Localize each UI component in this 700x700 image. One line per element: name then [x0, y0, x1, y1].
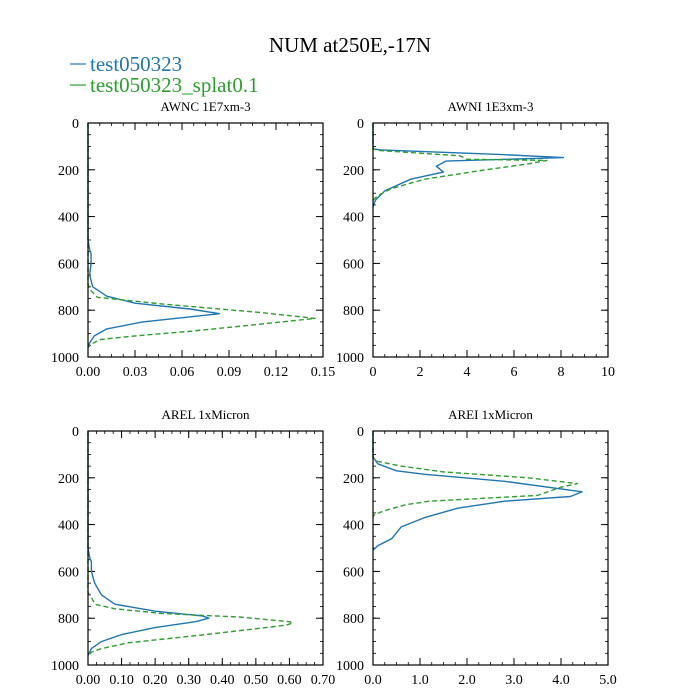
- x-tick-label: 0.20: [143, 673, 168, 688]
- panels: AWNC 1E7xm-30.00 0.03 0.06 0.09 0.12 0.150200…: [51, 99, 617, 688]
- x-tick-label: 0.06: [170, 365, 195, 380]
- y-tick-label: 600: [343, 257, 364, 272]
- panel-title: AREL 1xMicron: [162, 407, 250, 422]
- x-tick-label: 0.09: [217, 365, 242, 380]
- x-tick-label: 6: [511, 365, 518, 380]
- panel-2: AWNI 1E3xm-3 0 2 4 6 8 10 0 200 400 600 800 1000: [336, 99, 615, 380]
- x-tick-label: 2.0: [458, 673, 476, 688]
- x-tick-label: 0.0: [364, 673, 382, 688]
- x-tick-label: 0.40: [210, 673, 235, 688]
- plot-frame: [372, 122, 609, 358]
- y-tick-label: 800: [58, 304, 79, 319]
- x-tick-label: 3.0: [505, 673, 523, 688]
- y-tick-label: 0: [72, 117, 79, 132]
- plot-frame: [87, 122, 324, 358]
- series-line-1: [372, 431, 583, 551]
- figure-title: NUM at250E,-17N: [269, 33, 431, 57]
- panel-4: AREI 1xMicron 0.0 1.0 2.0 3.0 4.0 5.0 0 200 400 60…: [336, 407, 617, 688]
- y-tick-label: 600: [58, 257, 79, 272]
- x-tick-label: 0.10: [109, 673, 134, 688]
- x-tick-label: 1.0: [411, 673, 429, 688]
- legend: test050323 test050323_splat0.1: [70, 52, 259, 97]
- y-tick-label: 1000: [51, 351, 79, 366]
- x-tick-label: 8: [558, 365, 565, 380]
- y-tick-label: 600: [343, 565, 364, 580]
- y-tick-label: 400: [343, 211, 364, 226]
- series-line-2: [372, 123, 548, 201]
- x-tick-label: 0.50: [244, 673, 269, 688]
- y-tick-label: 400: [58, 211, 79, 226]
- legend-label-2: test050323_splat0.1: [90, 73, 259, 97]
- series-line-1: [87, 123, 221, 348]
- y-tick-label: 0: [72, 425, 79, 440]
- panel-1: AWNC 1E7xm-3 0.00 0.03 0.06 0.09 0.12 0.15 0 200…: [51, 99, 335, 380]
- y-tick-label: 0: [357, 425, 364, 440]
- x-tick-label: 5.0: [599, 673, 617, 688]
- x-tick-label: 0.00: [76, 673, 101, 688]
- x-tick-label: 0.60: [277, 673, 302, 688]
- y-tick-label: 800: [343, 304, 364, 319]
- legend-label-1: test050323: [90, 52, 182, 76]
- panel-title: AWNI 1E3xm-3: [448, 99, 534, 114]
- y-tick-label: 600: [58, 565, 79, 580]
- y-tick-label: 200: [343, 472, 364, 487]
- panel-title: AREI 1xMicron: [448, 407, 533, 422]
- x-tick-label: 0: [370, 365, 377, 380]
- x-tick-label: 0.03: [123, 365, 148, 380]
- x-tick-label: 4.0: [552, 673, 570, 688]
- series-line-1: [372, 123, 565, 208]
- x-tick-label: 4: [464, 365, 471, 380]
- panel-3: AREL 1xMicron 0.00 0.10 0.20 0.30 0.40 0.50 0.6…: [51, 407, 335, 688]
- x-tick-label: 10: [601, 365, 615, 380]
- y-tick-label: 400: [343, 519, 364, 534]
- x-tick-label: 0.70: [311, 673, 336, 688]
- x-tick-label: 0.12: [264, 365, 289, 380]
- y-tick-label: 1000: [51, 659, 79, 674]
- plot-frame: [372, 430, 609, 666]
- x-tick-label: 2: [417, 365, 424, 380]
- y-tick-label: 800: [343, 612, 364, 627]
- y-tick-label: 200: [343, 164, 364, 179]
- y-tick-label: 400: [58, 519, 79, 534]
- y-tick-label: 1000: [336, 351, 364, 366]
- series-line-2: [87, 123, 316, 349]
- y-tick-label: 200: [58, 164, 79, 179]
- x-tick-label: 0.30: [176, 673, 201, 688]
- panel-title: AWNC 1E7xm-3: [160, 99, 250, 114]
- x-tick-label: 0.00: [76, 365, 101, 380]
- y-tick-label: 800: [58, 612, 79, 627]
- y-tick-label: 0: [357, 117, 364, 132]
- y-tick-label: 1000: [336, 659, 364, 674]
- plot-frame: [87, 430, 324, 666]
- series-line-2: [87, 431, 294, 657]
- x-tick-label: 0.15: [311, 365, 336, 380]
- series-line-2: [372, 431, 579, 517]
- series-line-1: [87, 431, 210, 656]
- y-tick-label: 200: [58, 472, 79, 487]
